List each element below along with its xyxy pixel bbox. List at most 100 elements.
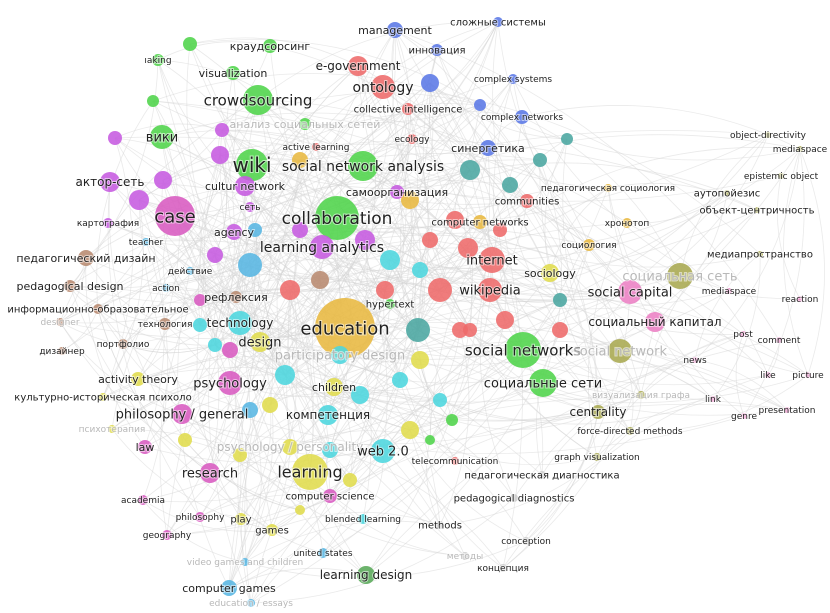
- node[interactable]: [479, 247, 505, 273]
- node[interactable]: [493, 17, 503, 27]
- node-label[interactable]: e-government: [315, 58, 402, 74]
- node-label[interactable]: pedagogical diagnostics: [453, 493, 576, 506]
- node[interactable]: [805, 372, 811, 378]
- node-label[interactable]: visualization: [198, 66, 269, 81]
- node[interactable]: [245, 202, 255, 212]
- node-label[interactable]: social capital: [587, 285, 674, 302]
- node-label[interactable]: comment: [757, 335, 802, 347]
- node[interactable]: [428, 278, 452, 302]
- node-label[interactable]: методы: [446, 551, 484, 563]
- node[interactable]: [226, 66, 240, 80]
- node[interactable]: [451, 457, 459, 465]
- node-label[interactable]: teacher: [128, 237, 165, 249]
- node[interactable]: [622, 218, 632, 228]
- node[interactable]: [692, 357, 698, 363]
- node-label[interactable]: социология: [560, 240, 617, 252]
- node-label[interactable]: activity theory: [97, 372, 179, 387]
- node-label[interactable]: games: [254, 525, 290, 538]
- node[interactable]: [645, 312, 665, 332]
- node-label[interactable]: wiki: [231, 152, 272, 178]
- node[interactable]: [322, 442, 338, 458]
- node[interactable]: [591, 405, 605, 419]
- node[interactable]: [411, 351, 429, 369]
- node-label[interactable]: collective intelligence: [353, 104, 464, 117]
- node[interactable]: [402, 103, 414, 115]
- node-label[interactable]: designer: [39, 317, 80, 329]
- node-label[interactable]: blended learning: [324, 514, 402, 526]
- node-label[interactable]: academia: [120, 495, 166, 507]
- node-label[interactable]: play: [229, 514, 252, 527]
- node[interactable]: [407, 134, 417, 144]
- node-label[interactable]: research: [181, 466, 239, 483]
- node[interactable]: [159, 318, 171, 330]
- node-label[interactable]: самоорганизация: [345, 185, 449, 200]
- node-label[interactable]: портфолио: [96, 339, 151, 351]
- node-label[interactable]: computer science: [284, 491, 375, 504]
- node-label[interactable]: video games and children: [186, 557, 304, 569]
- node[interactable]: [312, 143, 320, 151]
- node-label[interactable]: сложные системы: [449, 17, 547, 30]
- node-label[interactable]: информационно-образовательное: [6, 304, 189, 317]
- node[interactable]: [238, 253, 262, 277]
- node-label[interactable]: philosophy: [175, 512, 227, 524]
- node[interactable]: [292, 222, 308, 238]
- node[interactable]: [784, 407, 790, 413]
- node[interactable]: [131, 372, 145, 386]
- node[interactable]: [103, 218, 113, 228]
- node-label[interactable]: object-directivity: [729, 130, 808, 142]
- node[interactable]: [263, 39, 277, 53]
- node[interactable]: [195, 512, 205, 522]
- node-label[interactable]: хронотоп: [604, 218, 651, 230]
- node[interactable]: [505, 332, 541, 368]
- node[interactable]: [218, 371, 242, 395]
- node-label[interactable]: complex systems: [473, 74, 554, 86]
- node[interactable]: [460, 160, 480, 180]
- node-label[interactable]: синергетика: [450, 141, 526, 156]
- node-label[interactable]: law: [135, 440, 156, 455]
- node-label[interactable]: компетенция: [285, 407, 371, 423]
- node[interactable]: [541, 264, 559, 282]
- node[interactable]: [280, 280, 300, 300]
- node[interactable]: [226, 224, 242, 240]
- node[interactable]: [515, 110, 529, 124]
- node[interactable]: [376, 281, 394, 299]
- node[interactable]: [222, 342, 238, 358]
- node[interactable]: [533, 153, 547, 167]
- node[interactable]: [118, 339, 128, 349]
- node[interactable]: [236, 149, 268, 181]
- node[interactable]: [235, 513, 247, 525]
- node[interactable]: [299, 118, 311, 130]
- node-label[interactable]: geography: [142, 530, 193, 542]
- node[interactable]: [371, 439, 395, 463]
- node[interactable]: [608, 339, 632, 363]
- node[interactable]: [292, 454, 328, 490]
- node-label[interactable]: reaction: [781, 294, 820, 306]
- node[interactable]: [387, 22, 403, 38]
- node[interactable]: [724, 190, 730, 196]
- node-label[interactable]: picture: [791, 370, 825, 382]
- node-label[interactable]: collaboration: [281, 208, 394, 230]
- node[interactable]: [242, 402, 258, 418]
- node[interactable]: [797, 296, 803, 302]
- node[interactable]: [765, 132, 771, 138]
- node-label[interactable]: learning: [276, 462, 343, 483]
- node[interactable]: [529, 369, 557, 397]
- node-label[interactable]: social networks: [464, 340, 582, 360]
- node-label[interactable]: philosophy / general: [115, 407, 250, 424]
- node[interactable]: [262, 397, 278, 413]
- node[interactable]: [726, 288, 732, 294]
- node-label[interactable]: force-directed methods: [576, 426, 684, 438]
- node-label[interactable]: social network: [572, 344, 668, 361]
- node[interactable]: [412, 262, 428, 278]
- node-label[interactable]: картография: [76, 218, 140, 230]
- node-label[interactable]: education / essays: [208, 598, 294, 610]
- node[interactable]: [99, 393, 107, 401]
- node-label[interactable]: agency: [213, 225, 256, 240]
- node[interactable]: [604, 184, 612, 192]
- node[interactable]: [553, 293, 567, 307]
- node[interactable]: [422, 232, 438, 248]
- node-label[interactable]: действие: [167, 266, 214, 278]
- node-label[interactable]: педагогическая социология: [540, 183, 676, 195]
- node-label[interactable]: вики: [145, 130, 179, 147]
